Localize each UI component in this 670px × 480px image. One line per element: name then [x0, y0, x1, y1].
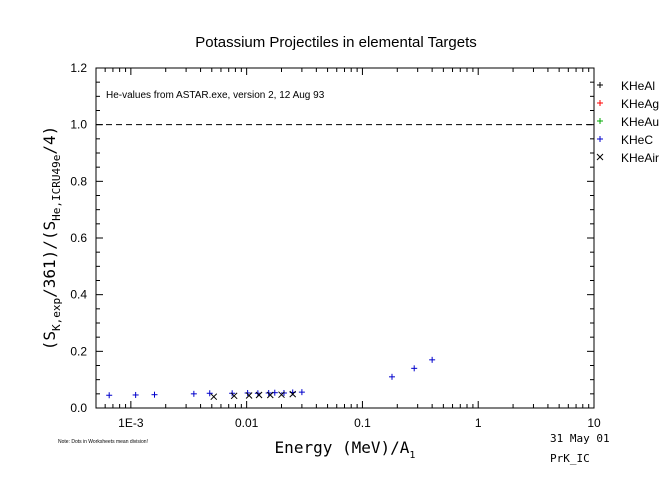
data-point-kheair	[266, 391, 274, 399]
y-label-open: (S	[40, 331, 59, 350]
plot-area	[95, 67, 595, 409]
x-tick-label: 10	[587, 416, 601, 430]
legend-label: KHeC	[621, 133, 653, 147]
legend-label: KHeAg	[621, 97, 659, 111]
y-axis: 0.0 0.2 0.4 0.6 0.8 1.0 1.2	[70, 61, 594, 415]
legend-marker	[597, 100, 603, 106]
legend-marker	[596, 153, 604, 161]
y-tick-label: 0.8	[70, 174, 87, 188]
y-tick-label: 0.0	[70, 401, 87, 415]
y-axis-label: (SK,exp/361)/(SHe,ICRU49e/4)	[40, 126, 63, 351]
x-axis: 1E-3 0.01 0.1 1 10	[95, 68, 601, 430]
data-point-khec	[106, 392, 113, 399]
y-tick-label: 0.4	[70, 288, 87, 302]
data-point-kheair	[278, 391, 285, 399]
data-point-kheair	[210, 393, 218, 401]
legend-marker	[597, 82, 603, 88]
chart-title: Potassium Projectiles in elemental Targe…	[195, 34, 477, 51]
y-tick-label: 1.0	[70, 118, 87, 132]
y-tick-label: 0.6	[70, 231, 87, 245]
data-point-kheair	[255, 391, 263, 399]
data-point-khec	[190, 390, 197, 397]
x-tick-label: 0.01	[235, 416, 259, 430]
legend: KHeAl KHeAg KHeAu KHeC KHeAir	[596, 79, 659, 165]
legend-marker	[597, 136, 603, 142]
y-label-mid: /361)/(S	[40, 221, 59, 298]
footnote: Note: Dots in Worksheets mean division!	[58, 439, 148, 445]
data-point-khec	[429, 356, 436, 363]
y-tick-label: 1.2	[70, 61, 87, 75]
data-point-khec	[244, 389, 251, 396]
data-point-khec	[151, 391, 158, 398]
y-tick-label: 0.2	[70, 344, 87, 358]
legend-marker	[597, 118, 603, 124]
stamp-date: 31 May 01	[550, 432, 610, 445]
y-label-sub1: K,exp	[50, 298, 63, 331]
y-label-sub2: He,ICRU49e	[50, 155, 63, 221]
data-point-kheair	[230, 392, 238, 400]
data-point-khec	[388, 373, 395, 380]
data-point-khec	[132, 391, 139, 398]
data-point-khec	[206, 390, 213, 397]
legend-label: KHeAl	[621, 79, 655, 93]
data-point-khec	[280, 389, 287, 396]
x-axis-label: Energy (MeV)/A1	[275, 438, 416, 461]
data-point-khec	[298, 389, 305, 396]
legend-label: KHeAu	[621, 115, 659, 129]
annotation-text: He-values from ASTAR.exe, version 2, 12 …	[106, 90, 325, 101]
x-label-sub: 1	[409, 450, 415, 461]
x-label-main: Energy (MeV)/A	[275, 438, 410, 457]
data-point-kheair	[245, 392, 253, 399]
data-point-kheair	[289, 390, 297, 398]
y-label-close: /4)	[40, 126, 59, 155]
data-point-khec	[411, 365, 418, 372]
x-tick-label: 1	[475, 416, 482, 430]
x-tick-label: 0.1	[354, 416, 371, 430]
x-tick-label: 1E-3	[118, 416, 144, 430]
stamp-id: PrK_IC	[550, 452, 590, 465]
legend-label: KHeAir	[621, 151, 659, 165]
data-markers	[106, 356, 436, 401]
